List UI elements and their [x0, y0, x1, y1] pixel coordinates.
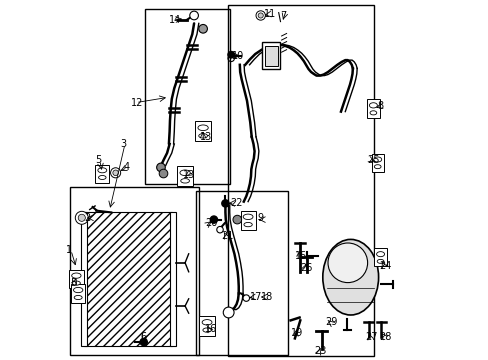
Text: 7: 7: [280, 11, 286, 21]
Ellipse shape: [73, 287, 82, 293]
Ellipse shape: [374, 165, 380, 168]
Text: 23: 23: [314, 346, 326, 356]
Ellipse shape: [322, 239, 378, 315]
Bar: [145, 9, 230, 184]
Circle shape: [156, 163, 165, 172]
Bar: [177, 166, 193, 186]
Circle shape: [78, 214, 85, 221]
Ellipse shape: [203, 328, 211, 332]
Ellipse shape: [368, 103, 377, 108]
Text: 13: 13: [199, 132, 211, 142]
Text: 1: 1: [66, 245, 72, 255]
Ellipse shape: [369, 111, 376, 115]
Bar: [195, 121, 211, 141]
Text: 21: 21: [221, 231, 233, 241]
Ellipse shape: [99, 175, 106, 179]
Text: 28: 28: [379, 332, 391, 342]
Bar: [366, 99, 379, 118]
Ellipse shape: [202, 320, 211, 325]
Ellipse shape: [244, 222, 252, 227]
Ellipse shape: [376, 259, 383, 264]
Circle shape: [243, 295, 249, 301]
Text: 9: 9: [257, 213, 263, 223]
Text: 2: 2: [84, 213, 90, 223]
Ellipse shape: [198, 134, 207, 138]
Text: 6: 6: [140, 332, 146, 342]
Bar: [374, 248, 386, 266]
Circle shape: [258, 13, 263, 18]
Bar: [70, 187, 199, 355]
Bar: [84, 212, 172, 346]
Text: 15: 15: [294, 251, 306, 261]
Circle shape: [189, 11, 198, 20]
Circle shape: [159, 169, 167, 178]
Bar: [81, 212, 87, 346]
Text: 10: 10: [231, 51, 244, 61]
Text: 29: 29: [325, 317, 337, 327]
Ellipse shape: [181, 179, 189, 183]
Ellipse shape: [98, 168, 106, 173]
Bar: [196, 191, 287, 355]
Circle shape: [75, 211, 88, 224]
Text: 26: 26: [300, 263, 312, 273]
Text: 4: 4: [123, 162, 130, 172]
Circle shape: [327, 243, 367, 283]
Text: 16: 16: [204, 324, 217, 334]
Bar: [199, 316, 214, 336]
Bar: [240, 211, 255, 230]
Text: 8: 8: [377, 101, 383, 111]
Circle shape: [232, 215, 241, 224]
Text: 14: 14: [168, 15, 181, 25]
Circle shape: [140, 338, 147, 346]
Circle shape: [256, 11, 265, 20]
Bar: [264, 46, 277, 66]
Circle shape: [113, 170, 118, 176]
Ellipse shape: [243, 214, 252, 220]
Text: 17: 17: [249, 292, 262, 302]
Bar: [228, 5, 373, 356]
Circle shape: [342, 257, 352, 268]
Bar: [262, 42, 280, 69]
Bar: [69, 270, 83, 288]
Text: 25: 25: [366, 155, 379, 165]
Ellipse shape: [373, 157, 381, 162]
Ellipse shape: [180, 170, 190, 176]
Text: 19: 19: [291, 328, 303, 338]
Ellipse shape: [376, 252, 384, 257]
Ellipse shape: [198, 125, 208, 131]
Text: 13: 13: [183, 170, 195, 180]
Text: 18: 18: [260, 292, 272, 302]
Ellipse shape: [74, 296, 82, 300]
Text: 27: 27: [365, 332, 377, 342]
Circle shape: [216, 226, 223, 233]
Bar: [71, 284, 85, 303]
Text: 22: 22: [230, 198, 242, 208]
Bar: [95, 165, 109, 183]
Text: 5: 5: [70, 278, 76, 288]
Ellipse shape: [72, 273, 81, 278]
Circle shape: [222, 200, 228, 207]
Circle shape: [227, 51, 234, 58]
Bar: [371, 154, 383, 172]
Ellipse shape: [72, 281, 80, 285]
Text: 24: 24: [379, 261, 391, 271]
Circle shape: [210, 216, 217, 223]
Bar: [170, 212, 176, 346]
Circle shape: [110, 168, 121, 178]
Text: 3: 3: [120, 139, 126, 149]
Circle shape: [199, 24, 207, 33]
Text: 11: 11: [264, 9, 276, 19]
Text: 20: 20: [204, 218, 217, 228]
Text: 12: 12: [131, 98, 143, 108]
Circle shape: [335, 250, 360, 275]
Circle shape: [223, 307, 234, 318]
Text: 5: 5: [95, 155, 101, 165]
